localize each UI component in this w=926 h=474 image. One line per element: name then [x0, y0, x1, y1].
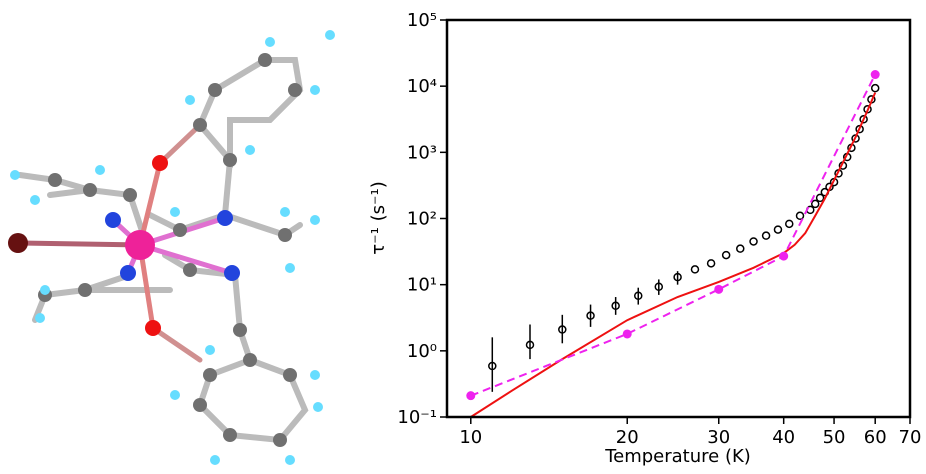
figure: Temperature (K) τ⁻¹ (s⁻¹) 10 20 30 40 50 60 70… — [0, 0, 926, 470]
data-point — [466, 391, 475, 400]
x-axis-label: Temperature (K) — [604, 446, 751, 467]
data-point — [737, 245, 744, 252]
data-point — [786, 220, 793, 227]
x-tick-label: 20 — [616, 427, 639, 448]
y-tick-label: 10² — [407, 209, 437, 230]
data-point — [708, 260, 715, 267]
data-point — [723, 252, 730, 259]
data-point — [623, 329, 632, 338]
series-line — [471, 93, 875, 417]
x-tick-label: 10 — [459, 427, 482, 448]
data-point — [750, 238, 757, 245]
data-point — [774, 226, 781, 233]
data-point — [714, 285, 723, 294]
molecule — [8, 30, 335, 465]
data-point — [691, 266, 698, 273]
y-tick-label: 10³ — [407, 142, 437, 163]
plot-frame — [447, 20, 910, 417]
x-tick-label: 30 — [707, 427, 730, 448]
x-tick-label: 50 — [823, 427, 846, 448]
y-tick-label: 10⁰ — [407, 341, 437, 362]
data-point — [872, 85, 879, 92]
y-axis-label: τ⁻¹ (s⁻¹) — [368, 181, 389, 254]
data-point — [779, 252, 788, 261]
data-point — [797, 212, 804, 219]
y-tick-label: 10⁻¹ — [397, 407, 437, 428]
x-tick-label: 70 — [899, 427, 922, 448]
data-point — [812, 200, 819, 207]
x-tick-label: 60 — [864, 427, 887, 448]
y-tick-label: 10⁴ — [407, 76, 437, 97]
y-tick-label: 10⁵ — [407, 10, 437, 31]
data-point — [871, 70, 880, 79]
data-point — [763, 232, 770, 239]
y-tick-label: 10¹ — [407, 275, 437, 296]
x-tick-label: 40 — [772, 427, 795, 448]
